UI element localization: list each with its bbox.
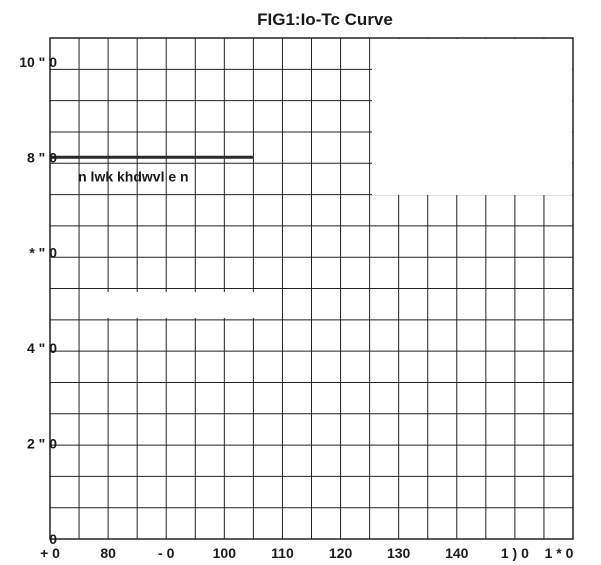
x-tick-label: 130	[387, 545, 411, 561]
plot-frame	[49, 37, 574, 540]
x-tick-label: 140	[445, 545, 469, 561]
y-tick-label: * " 0	[29, 245, 57, 261]
chart-blank-regions	[82, 39, 572, 318]
y-tick-label: 4 " 0	[27, 340, 57, 356]
x-tick-label: 110	[271, 545, 294, 561]
x-axis-ticks: + 0 80 - 0 100 110 120 130 140 1 ) 0 1 * 0	[40, 545, 574, 561]
x-tick-label: + 0	[40, 545, 60, 561]
chart-annotations: n lwk khdwvl e n	[78, 168, 188, 184]
x-tick-label: 80	[100, 545, 116, 561]
x-tick-label: 1 * 0	[545, 545, 574, 561]
x-tick-label: 120	[329, 545, 353, 561]
x-tick-label: 1 ) 0	[501, 545, 529, 561]
chart-annotation: n lwk khdwvl e n	[78, 168, 188, 184]
blank-region-left	[82, 292, 254, 318]
x-tick-label: 100	[213, 545, 237, 561]
x-tick-label: - 0	[158, 545, 175, 561]
chart-title: FIG1:Io-Tc Curve	[257, 10, 393, 29]
y-tick-label: 0	[49, 531, 57, 547]
y-tick-label: 2 " 0	[27, 436, 57, 452]
y-axis-ticks: 0 2 " 0 4 " 0 * " 0 8 " 0 10 " 0	[19, 54, 57, 547]
y-tick-label: 8 " 0	[27, 149, 57, 165]
y-tick-label: 10 " 0	[19, 54, 57, 70]
blank-region-top-right	[372, 39, 572, 195]
